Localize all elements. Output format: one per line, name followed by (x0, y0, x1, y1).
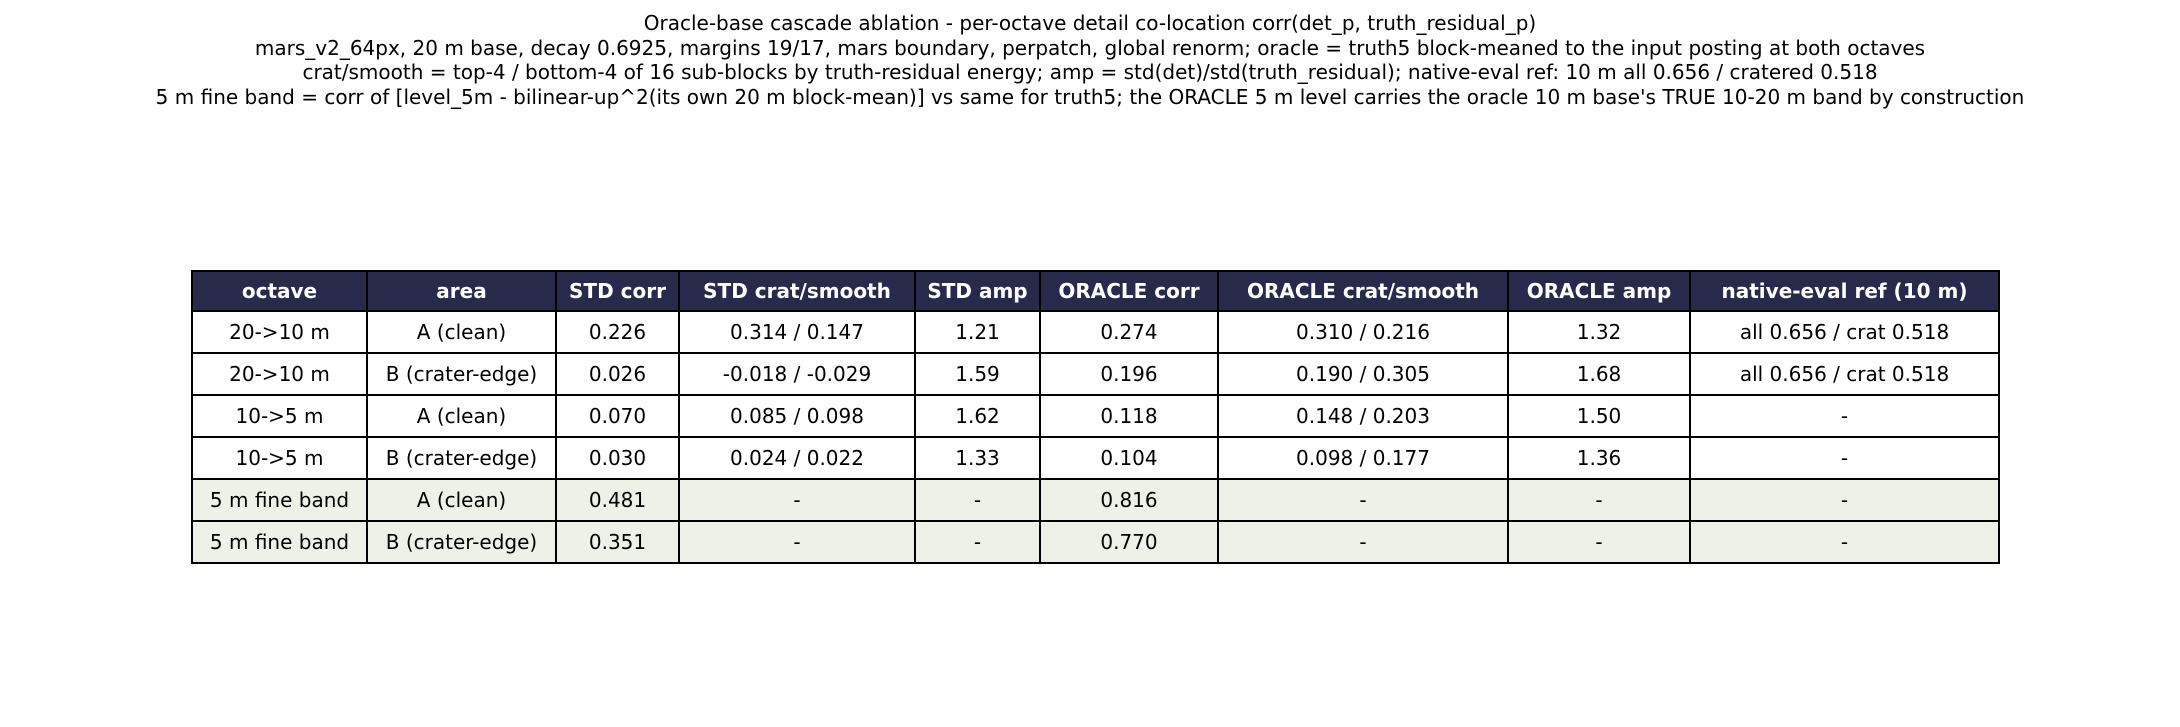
table-cell: 5 m fine band (191, 520, 368, 564)
table-cell: B (crater-edge) (366, 352, 557, 396)
title-line: crat/smooth = top-4 / bottom-4 of 16 sub… (302, 60, 1878, 84)
table-cell: 0.026 (555, 352, 680, 396)
table-cell: all 0.656 / crat 0.518 (1689, 352, 2000, 396)
table-cell: 0.118 (1039, 394, 1219, 438)
table-cell: 1.59 (914, 352, 1041, 396)
table-cell: 0.148 / 0.203 (1217, 394, 1509, 438)
header-cell: area (366, 270, 557, 312)
header-cell: native-eval ref (10 m) (1689, 270, 2000, 312)
table-cell: - (914, 478, 1041, 522)
header-cell: octave (191, 270, 368, 312)
table-cell: 10->5 m (191, 436, 368, 480)
table-cell: - (1689, 520, 2000, 564)
table-cell: 0.816 (1039, 478, 1219, 522)
table-cell: A (clean) (366, 478, 557, 522)
table-cell: - (678, 520, 916, 564)
table-cell: 0.310 / 0.216 (1217, 310, 1509, 354)
table-cell: 0.351 (555, 520, 680, 564)
table-cell: 0.481 (555, 478, 680, 522)
title: Oracle-base cascade ablation - per-octav… (0, 11, 2180, 109)
title-line: 5 m fine band = corr of [level_5m - bili… (155, 84, 2025, 109)
table-cell: 0.190 / 0.305 (1217, 352, 1509, 396)
table-cell: 1.36 (1507, 436, 1691, 480)
table-cell: 0.274 (1039, 310, 1219, 354)
table-cell: 0.104 (1039, 436, 1219, 480)
header-cell: STD corr (555, 270, 680, 312)
table-cell: 0.226 (555, 310, 680, 354)
table-cell: - (1217, 520, 1509, 564)
table-cell: 5 m fine band (191, 478, 368, 522)
table-cell: -0.018 / -0.029 (678, 352, 916, 396)
title-line: Oracle-base cascade ablation - per-octav… (643, 11, 1537, 35)
header-row: octave area STD corr STD crat/smooth STD amp… (191, 270, 2000, 312)
table-cell: 1.68 (1507, 352, 1691, 396)
table-cell: 0.070 (555, 394, 680, 438)
table-cell: - (1217, 478, 1509, 522)
table-cell: 20->10 m (191, 352, 368, 396)
table-cell: 0.770 (1039, 520, 1219, 564)
header-cell: STD crat/smooth (678, 270, 916, 312)
table-cell: - (1689, 478, 2000, 522)
table-cell: 0.098 / 0.177 (1217, 436, 1509, 480)
table-cell: 1.33 (914, 436, 1041, 480)
table-cell: 0.196 (1039, 352, 1219, 396)
table-cell: - (914, 520, 1041, 564)
table-cell: all 0.656 / crat 0.518 (1689, 310, 2000, 354)
table-row: 5 m fine band A (clean) 0.481- -0.816- - - (191, 478, 2000, 522)
table-cell: B (crater-edge) (366, 436, 557, 480)
table-cell: - (678, 478, 916, 522)
table-cell: 1.21 (914, 310, 1041, 354)
table-cell: - (1507, 520, 1691, 564)
table-cell: 0.024 / 0.022 (678, 436, 916, 480)
header-cell: ORACLE crat/smooth (1217, 270, 1509, 312)
table-cell: - (1689, 394, 2000, 438)
header-cell: ORACLE corr (1039, 270, 1219, 312)
header-cell: STD amp (914, 270, 1041, 312)
table-cell: 0.030 (555, 436, 680, 480)
table-cell: 1.50 (1507, 394, 1691, 438)
table-cell: - (1507, 478, 1691, 522)
table-cell: 20->10 m (191, 310, 368, 354)
table-cell: - (1689, 436, 2000, 480)
table-cell: A (clean) (366, 310, 557, 354)
table-cell: 0.085 / 0.098 (678, 394, 916, 438)
table-cell: 10->5 m (191, 394, 368, 438)
table-cell: 1.32 (1507, 310, 1691, 354)
table-cell: A (clean) (366, 394, 557, 438)
table-cell: 1.62 (914, 394, 1041, 438)
table-cell: 0.314 / 0.147 (678, 310, 916, 354)
results-table: octave area STD corr STD crat/smooth STD amp… (191, 270, 2000, 564)
table-cell: B (crater-edge) (366, 520, 557, 564)
table-row: 5 m fine band B (crater-edge) 0.351- -0.770… (191, 520, 2000, 564)
header-cell: ORACLE amp (1507, 270, 1691, 312)
title-line: mars_v2_64px, 20 m base, decay 0.6925, m… (254, 35, 1926, 60)
